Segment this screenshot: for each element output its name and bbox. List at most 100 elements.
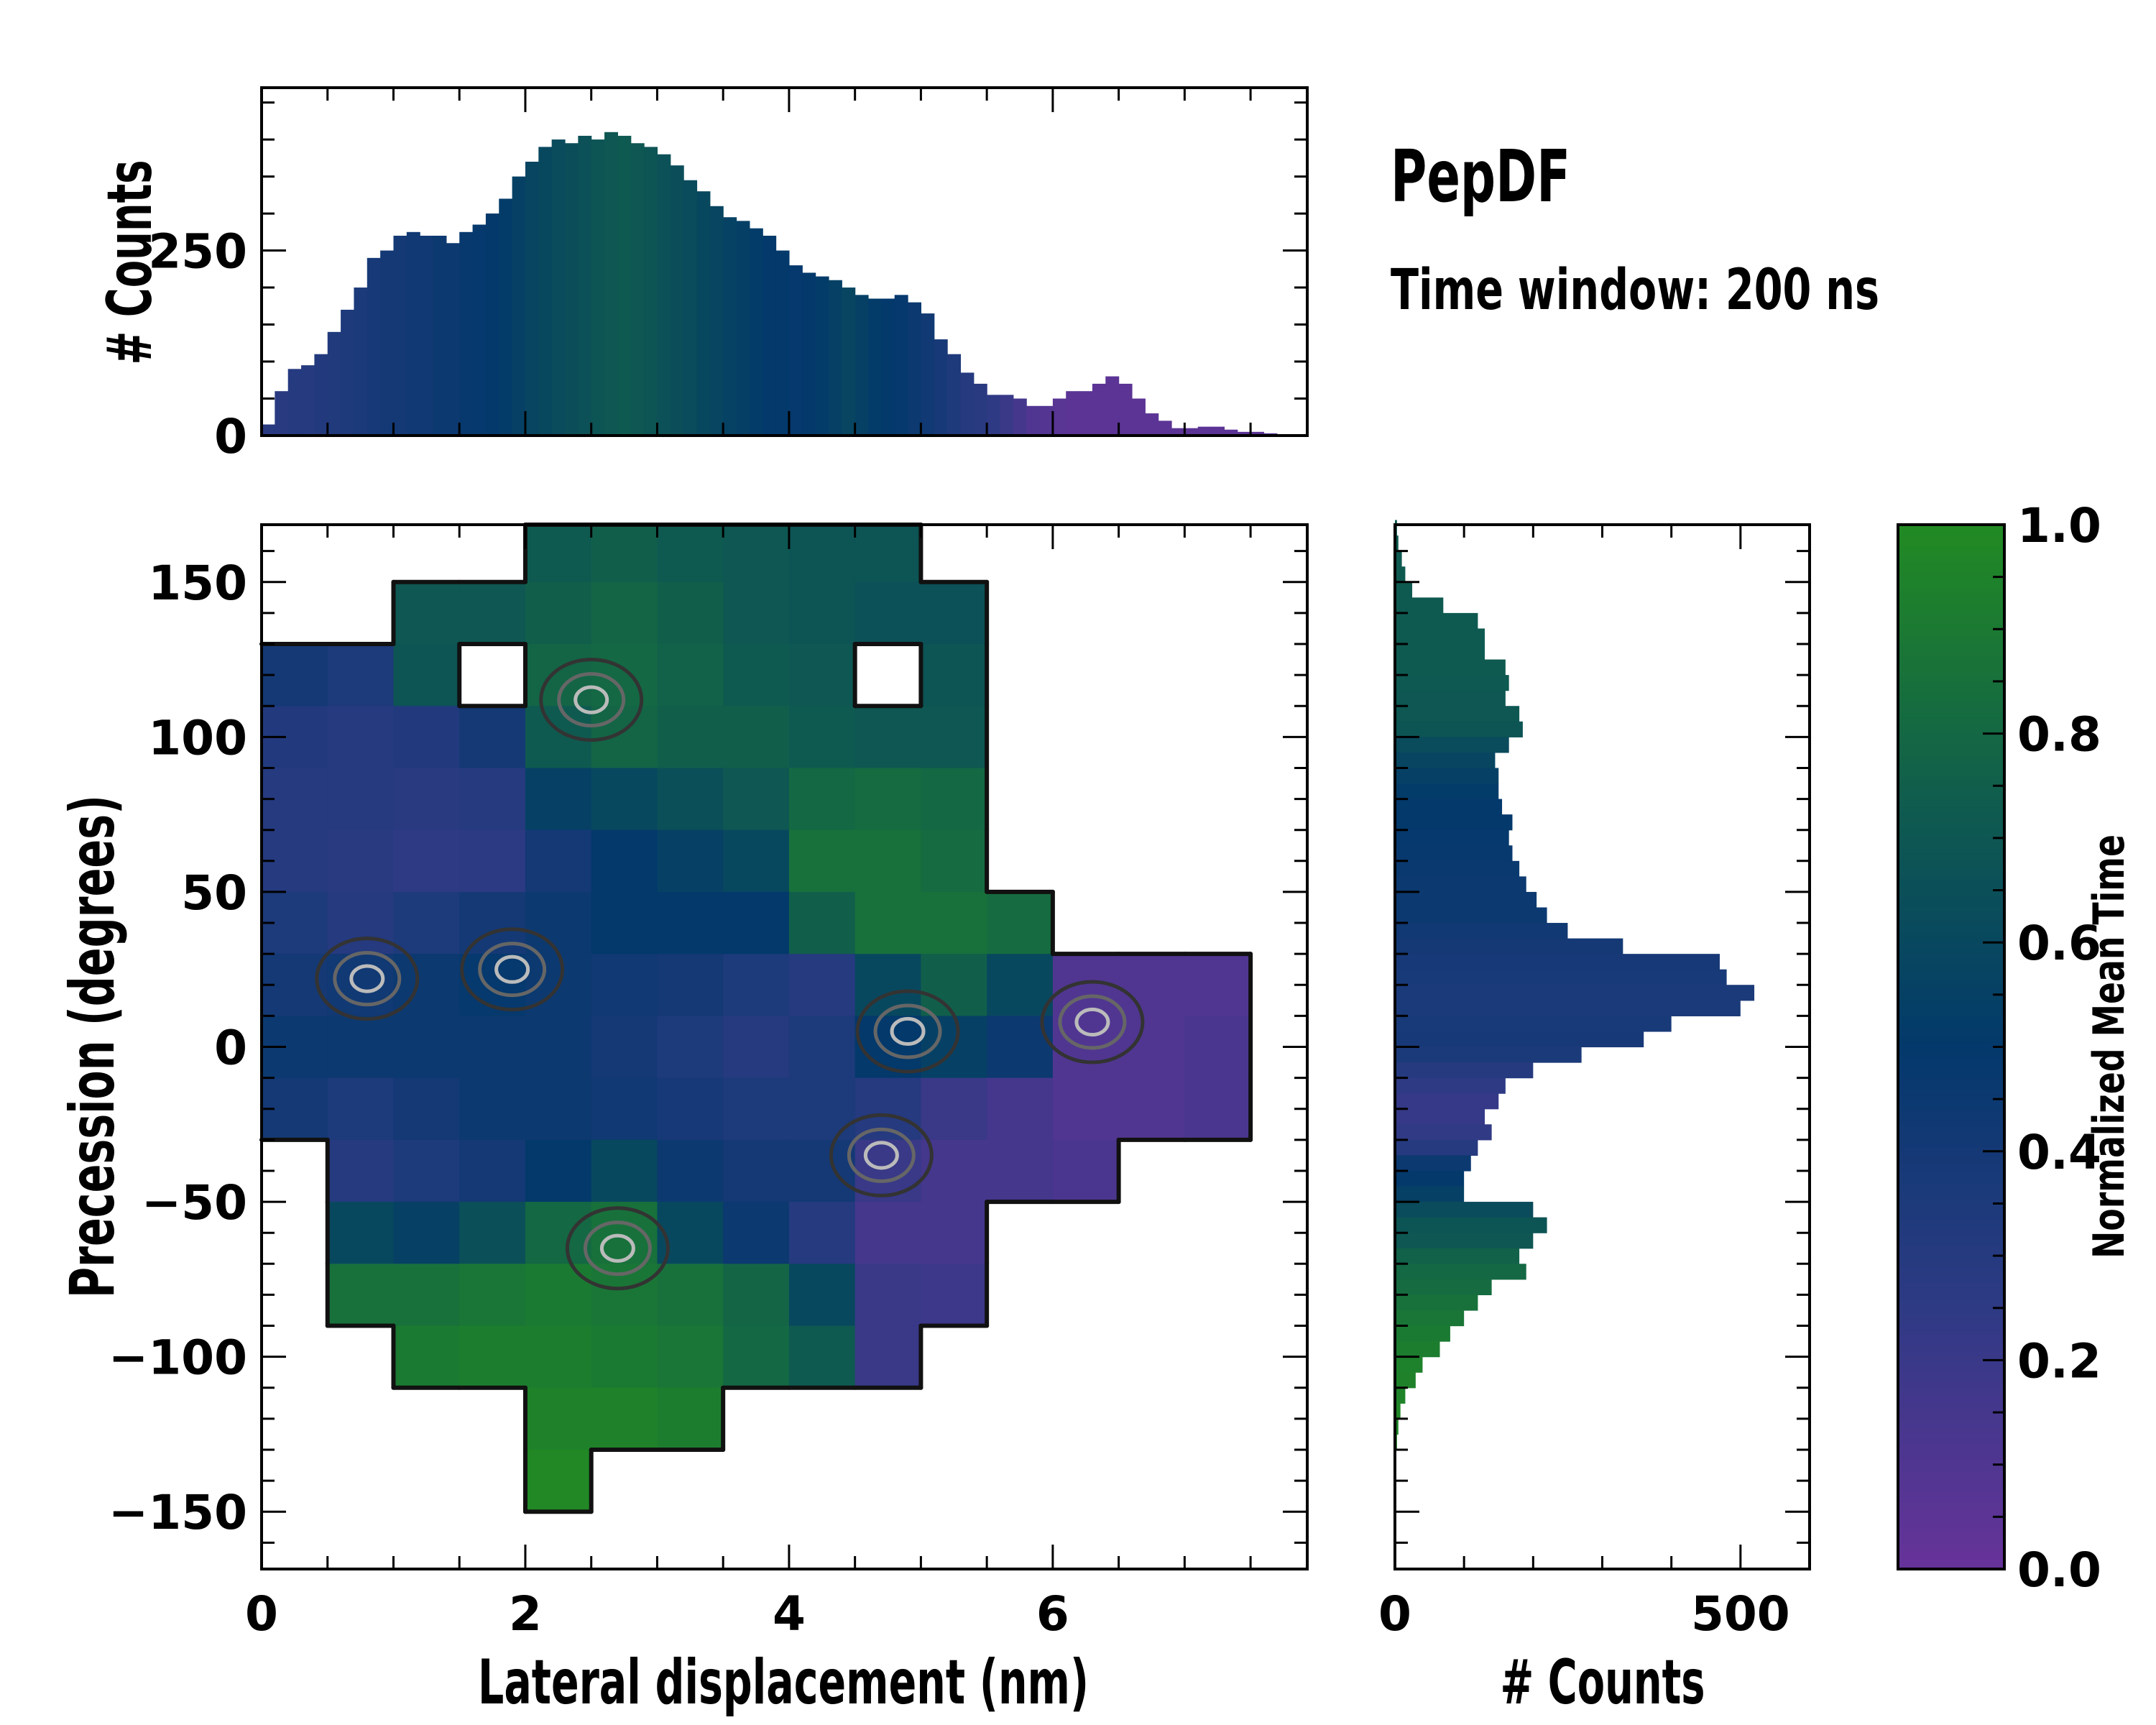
- colorbar-segment: [1898, 1438, 2004, 1445]
- heatmap-cell: [591, 954, 658, 1016]
- y-tick-label: 50: [181, 865, 247, 921]
- heatmap-cell: [657, 829, 724, 893]
- density-contour: [565, 1206, 670, 1291]
- histogram-bar: [565, 143, 579, 436]
- heatmap-cell: [1184, 954, 1251, 1016]
- histogram-bar: [1395, 1124, 1492, 1141]
- colorbar-segment: [1898, 1537, 2004, 1544]
- colorbar-segment: [1898, 1485, 2004, 1491]
- colorbar-segment: [1898, 1297, 2004, 1304]
- heatmap-cell: [921, 706, 987, 768]
- histogram-bar: [1184, 428, 1199, 436]
- histogram-bar: [301, 365, 315, 436]
- colorbar-segment: [1898, 733, 2004, 740]
- colorbar-segment: [1898, 921, 2004, 928]
- heatmap-cell: [788, 581, 856, 645]
- colorbar-segment: [1898, 1547, 2004, 1555]
- histogram-bar: [947, 354, 962, 436]
- colorbar-segment: [1898, 1522, 2004, 1528]
- colorbar-segment: [1898, 890, 2004, 896]
- heatmap-cell: [459, 1139, 526, 1202]
- colorbar-segment: [1898, 1114, 2004, 1121]
- heatmap-cell: [657, 643, 724, 707]
- colorbar-segment: [1898, 994, 2004, 1000]
- colorbar-segment: [1898, 1397, 2004, 1403]
- histogram-bar: [815, 276, 829, 436]
- heatmap-cell: [921, 891, 987, 954]
- colorbar-segment: [1898, 916, 2004, 922]
- histogram-bar: [1026, 405, 1041, 436]
- heatmap-cell: [525, 1450, 592, 1512]
- heatmap-cell: [723, 829, 790, 893]
- histogram-bar: [1395, 891, 1537, 908]
- heatmap-cell: [723, 1325, 790, 1389]
- heatmap-cell: [723, 1077, 790, 1141]
- heatmap-cell: [393, 1077, 460, 1141]
- colorbar-segment: [1898, 1125, 2004, 1131]
- heatmap-cell: [788, 954, 856, 1016]
- histogram-bar: [538, 147, 553, 436]
- histogram-bar: [1395, 1403, 1401, 1420]
- colorbar-segment: [1898, 1501, 2004, 1507]
- heatmap-cell: [723, 1202, 790, 1264]
- colorbar-segment: [1898, 1213, 2004, 1220]
- main-y-axis-label: Precession (degrees): [57, 795, 129, 1298]
- heatmap-cell: [591, 891, 658, 954]
- histogram-bar: [1395, 860, 1520, 877]
- histogram-bar: [262, 424, 275, 436]
- colorbar-segment: [1898, 1072, 2004, 1079]
- heatmap-cell: [854, 768, 921, 831]
- density-contour: [855, 989, 960, 1074]
- figure-title: PepDF: [1391, 134, 1570, 218]
- colorbar-segment: [1898, 1365, 2004, 1371]
- colorbar-segment: [1898, 702, 2004, 709]
- y-tick-label: −150: [109, 1485, 247, 1540]
- histogram-bar: [1395, 1279, 1492, 1296]
- colorbar-segment: [1898, 1021, 2004, 1027]
- histogram-bar: [960, 372, 975, 436]
- histogram-bar: [802, 272, 816, 436]
- y-tick-label: 0: [214, 409, 247, 464]
- colorbar-label: Normalized Mean Time: [2084, 834, 2134, 1259]
- heatmap-cell: [393, 768, 460, 831]
- colorbar-segment: [1898, 1104, 2004, 1110]
- histogram-bar: [591, 139, 605, 436]
- histogram-bar: [1395, 737, 1509, 753]
- density-contour: [1040, 980, 1145, 1064]
- histogram-bar: [1395, 1233, 1534, 1249]
- histogram-bar: [908, 302, 922, 436]
- histogram-bar: [630, 143, 645, 436]
- heatmap-cell: [327, 1139, 394, 1202]
- colorbar-segment: [1898, 525, 2004, 531]
- colorbar-segment: [1898, 780, 2004, 787]
- colorbar-segment: [1898, 932, 2004, 938]
- histogram-bar: [1395, 1418, 1399, 1435]
- heatmap-cell: [393, 1139, 460, 1202]
- colorbar-tick-label: 0.8: [2017, 707, 2101, 763]
- histogram-bar: [1395, 954, 1720, 970]
- x-tick-label: 2: [509, 1586, 542, 1642]
- heatmap-cell: [854, 1325, 921, 1389]
- colorbar-segment: [1898, 1323, 2004, 1330]
- heatmap-cell: [1052, 1139, 1120, 1202]
- heatmap-cell: [393, 1016, 460, 1079]
- colorbar-segment: [1898, 1464, 2004, 1471]
- colorbar-segment: [1898, 666, 2004, 672]
- heatmap-cell: [921, 581, 987, 645]
- heatmap-cell: [525, 891, 592, 954]
- colorbar-segment: [1898, 749, 2004, 755]
- histogram-bar: [287, 369, 302, 436]
- colorbar-segment: [1898, 775, 2004, 781]
- colorbar-segment: [1898, 592, 2004, 599]
- colorbar-segment: [1898, 1182, 2004, 1189]
- histogram-bar: [1395, 1356, 1423, 1373]
- histogram-bar: [1171, 428, 1185, 436]
- heatmap-cell: [723, 768, 790, 831]
- heatmap-cell: [327, 829, 394, 893]
- heatmap-cell: [591, 1139, 658, 1202]
- histogram-bar: [1066, 391, 1080, 436]
- heatmap-cell: [657, 1387, 724, 1450]
- heatmap-cell: [393, 643, 460, 707]
- colorbar-tick-label: 0.4: [2017, 1125, 2101, 1180]
- colorbar-segment: [1898, 597, 2004, 604]
